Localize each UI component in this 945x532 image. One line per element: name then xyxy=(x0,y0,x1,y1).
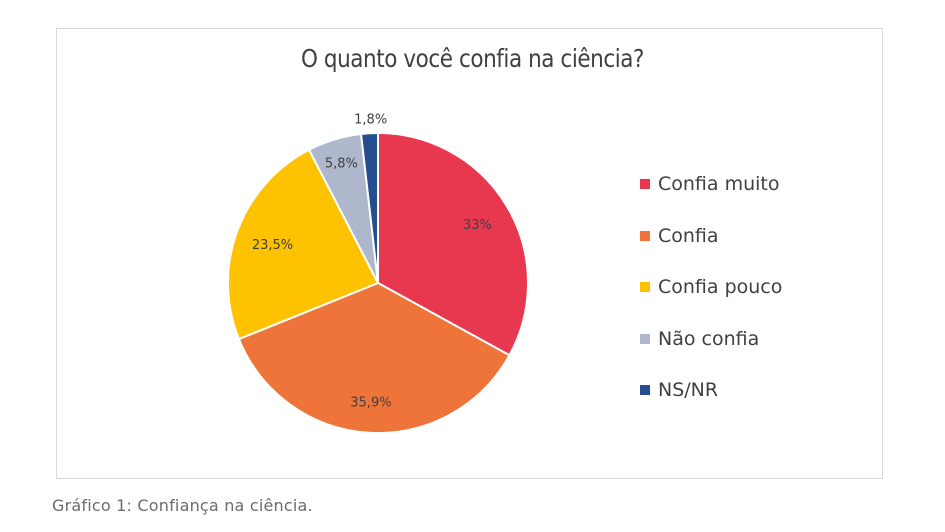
legend-label: Confia xyxy=(658,224,719,247)
legend-item: NS/NR xyxy=(640,379,718,401)
figure-caption: Gráfico 1: Confiança na ciência. xyxy=(52,496,313,515)
slice-data-label: 33% xyxy=(463,218,492,233)
legend-label: Confia pouco xyxy=(658,276,783,298)
pie-slice-confia xyxy=(237,281,511,434)
legend-item: Confia muito xyxy=(640,173,780,195)
legend-item: Não confia xyxy=(640,328,759,350)
legend-swatch xyxy=(640,333,650,344)
legend-swatch xyxy=(640,230,650,241)
slice-data-label: 1,8% xyxy=(354,112,387,127)
legend-swatch xyxy=(640,282,650,292)
legend-swatch xyxy=(640,385,650,395)
slice-data-label: 5,8% xyxy=(325,156,358,171)
pie-slice-ns-nr xyxy=(359,131,379,284)
slice-data-label: 23,5% xyxy=(252,238,293,253)
legend-item: Confia pouco xyxy=(640,276,782,298)
legend-label: Não confia xyxy=(658,327,760,350)
legend-swatch xyxy=(640,179,650,189)
pie-slice-confia-pouco xyxy=(227,148,380,341)
chart-title: O quanto você confia na ciência? xyxy=(300,44,645,73)
pie-slice-confia-muito xyxy=(377,131,529,357)
legend-label: Confia muito xyxy=(658,173,780,195)
legend-label: NS/NR xyxy=(658,379,719,401)
legend-item: Confia xyxy=(640,225,719,247)
slice-data-label: 35,9% xyxy=(350,395,391,410)
